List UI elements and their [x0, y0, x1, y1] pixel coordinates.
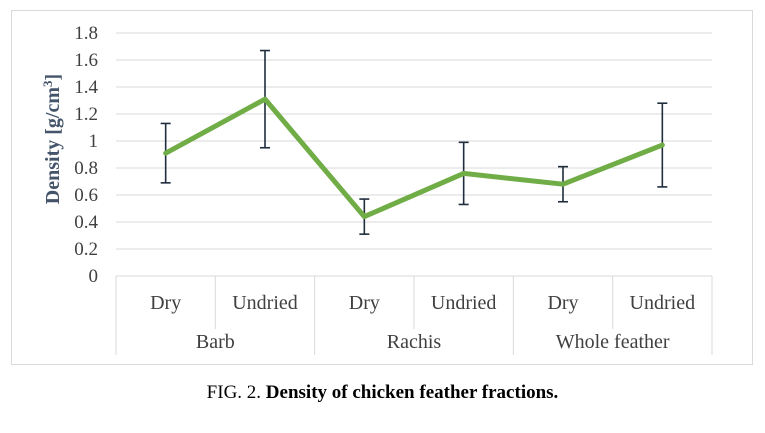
x-tick-label: Undried [431, 292, 497, 314]
y-tick-label: 1.6 [74, 50, 98, 71]
y-tick-label: 1 [89, 131, 99, 152]
x-group-label: Whole feather [556, 331, 670, 353]
x-tick-label: Dry [547, 292, 578, 314]
y-tick-label: 1.2 [74, 104, 98, 125]
error-bars [160, 49, 668, 235]
x-tick-label: Undried [232, 292, 298, 314]
chart-svg: 00.20.40.60.811.21.41.61.8 Dry Undried Dry… [40, 23, 713, 355]
y-tick-label: 0.6 [74, 185, 98, 206]
x-tick-label: Undried [630, 292, 696, 314]
y-axis-title-end: ] [42, 74, 64, 81]
x-group-label: Barb [196, 331, 235, 353]
x-tick-label: Dry [150, 292, 181, 314]
series-line [163, 96, 665, 220]
y-tick-label: 1.4 [74, 77, 98, 98]
y-tick-labels: 0 0.2 0.4 0.6 0.8 1 1.2 1.4 1.6 1.8 [74, 23, 98, 287]
caption-prefix: FIG. 2. [206, 382, 266, 403]
x-axis: Dry Undried Dry Undried Dry Undried Barb Rachis… [115, 275, 713, 355]
x-group-label: Rachis [387, 331, 442, 353]
series-line-layer [163, 96, 665, 220]
y-tick-label: 1.8 [74, 23, 98, 44]
x-tick-label: Dry [349, 292, 380, 314]
y-tick-label: 0.8 [74, 158, 98, 179]
gridlines [116, 32, 712, 250]
y-tick-label: 0.4 [74, 212, 98, 233]
y-axis-title-sup: 3 [40, 80, 55, 87]
figure-caption: FIG. 2. Density of chicken feather fract… [0, 382, 765, 404]
y-axis-title-main: Density [g/cm [42, 87, 64, 205]
caption-title: Density of chicken feather fractions. [265, 382, 559, 403]
y-tick-label: 0 [89, 266, 99, 287]
chart-frame: 0 0.2 0.4 0.6 0.8 1 1.2 1.4 1.6 1.8 Dry Undried Dry… [11, 10, 753, 365]
y-tick-label: 0.2 [74, 239, 98, 260]
y-axis-title: Density [g/cm3] [40, 74, 64, 204]
